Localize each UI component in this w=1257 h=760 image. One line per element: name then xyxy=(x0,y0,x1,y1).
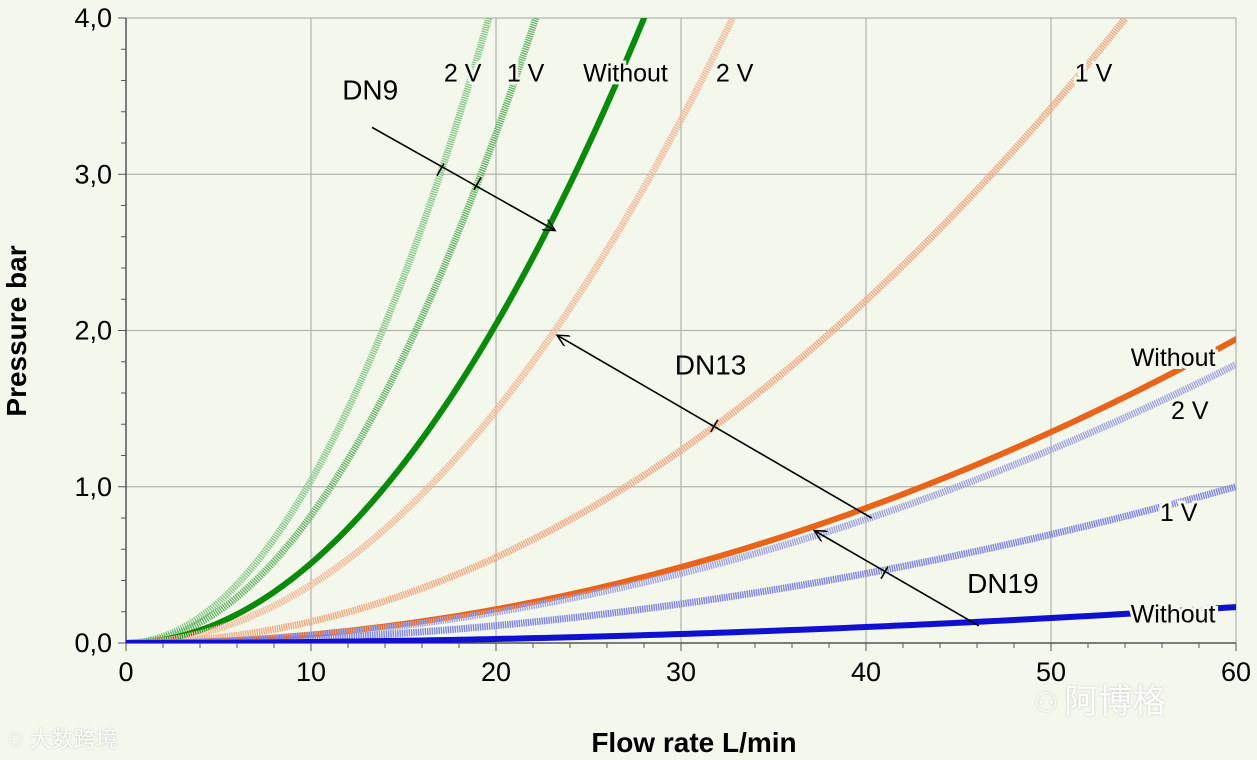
series-line-dn19-without xyxy=(126,604,1236,643)
annotation-arrow-dn9 xyxy=(371,126,555,230)
annotations: DN9 DN13 DN19 xyxy=(342,74,1039,627)
series-group xyxy=(126,18,1236,643)
annotation-tick xyxy=(473,177,482,191)
series-label: 1 V xyxy=(1075,60,1113,88)
x-tick-label: 10 xyxy=(296,657,326,687)
annotation-tick xyxy=(710,419,719,433)
watermark-right-text: 阿博格 xyxy=(1064,682,1167,722)
series-line-dn9-2-v xyxy=(126,18,493,643)
series-label: 1 V xyxy=(507,60,545,88)
x-tick-label: 60 xyxy=(1221,657,1251,687)
annotation-label-dn9: DN9 xyxy=(342,74,398,105)
watermark-left: ⚇ 大数跨境 xyxy=(8,722,118,754)
x-tick-label: 50 xyxy=(1036,657,1066,687)
watermark-wechat-icon: ⚇ xyxy=(1034,688,1059,719)
watermark-left-text: 大数跨境 xyxy=(29,728,118,753)
tick-labels: 0 10 20 30 40 50 60 0,0 1,0 2,0 3,0 4,0 xyxy=(74,3,1251,687)
annotation-label-dn19: DN19 xyxy=(967,568,1039,599)
y-tick-label: 0,0 xyxy=(74,628,112,658)
annotation-tick xyxy=(436,163,445,177)
y-tick-label: 2,0 xyxy=(74,316,112,346)
series-label: Without xyxy=(1131,344,1216,372)
y-tick-label: 4,0 xyxy=(74,3,112,33)
series-label: 2 V xyxy=(444,60,482,88)
annotation-arrow-dn19 xyxy=(814,531,980,627)
annotation-label-dn13: DN13 xyxy=(675,349,747,380)
grid-lines xyxy=(126,17,1237,643)
series-labels: 2 V 1 V Without 2 V 1 V Without 2 V 1 V Without xyxy=(441,57,1219,632)
annotation-tick xyxy=(880,566,889,580)
x-axis-title: Flow rate L/min xyxy=(591,727,796,758)
series-line-dn13-2-v xyxy=(126,18,736,643)
x-tick-label: 30 xyxy=(666,657,696,687)
watermark-right: ⚇ 阿博格 xyxy=(1034,674,1166,723)
series-line-dn19-1-v xyxy=(126,483,1236,643)
series-label: 2 V xyxy=(716,60,754,88)
series-line-dn9-without xyxy=(126,18,648,643)
y-axis-title: Pressure bar xyxy=(1,245,32,416)
y-tick-label: 3,0 xyxy=(74,159,112,189)
watermark-logo-icon: ⚇ xyxy=(8,731,24,751)
series-line-dn9-1-v xyxy=(126,18,540,643)
series-label: Without xyxy=(1131,600,1216,628)
x-tick-label: 40 xyxy=(851,657,881,687)
series-label: 2 V xyxy=(1171,397,1209,425)
x-tick-label: 20 xyxy=(481,657,511,687)
series-label: Without xyxy=(583,60,668,88)
series-label: 1 V xyxy=(1160,499,1198,527)
y-tick-label: 1,0 xyxy=(74,472,112,502)
x-tick-label: 0 xyxy=(118,657,133,687)
